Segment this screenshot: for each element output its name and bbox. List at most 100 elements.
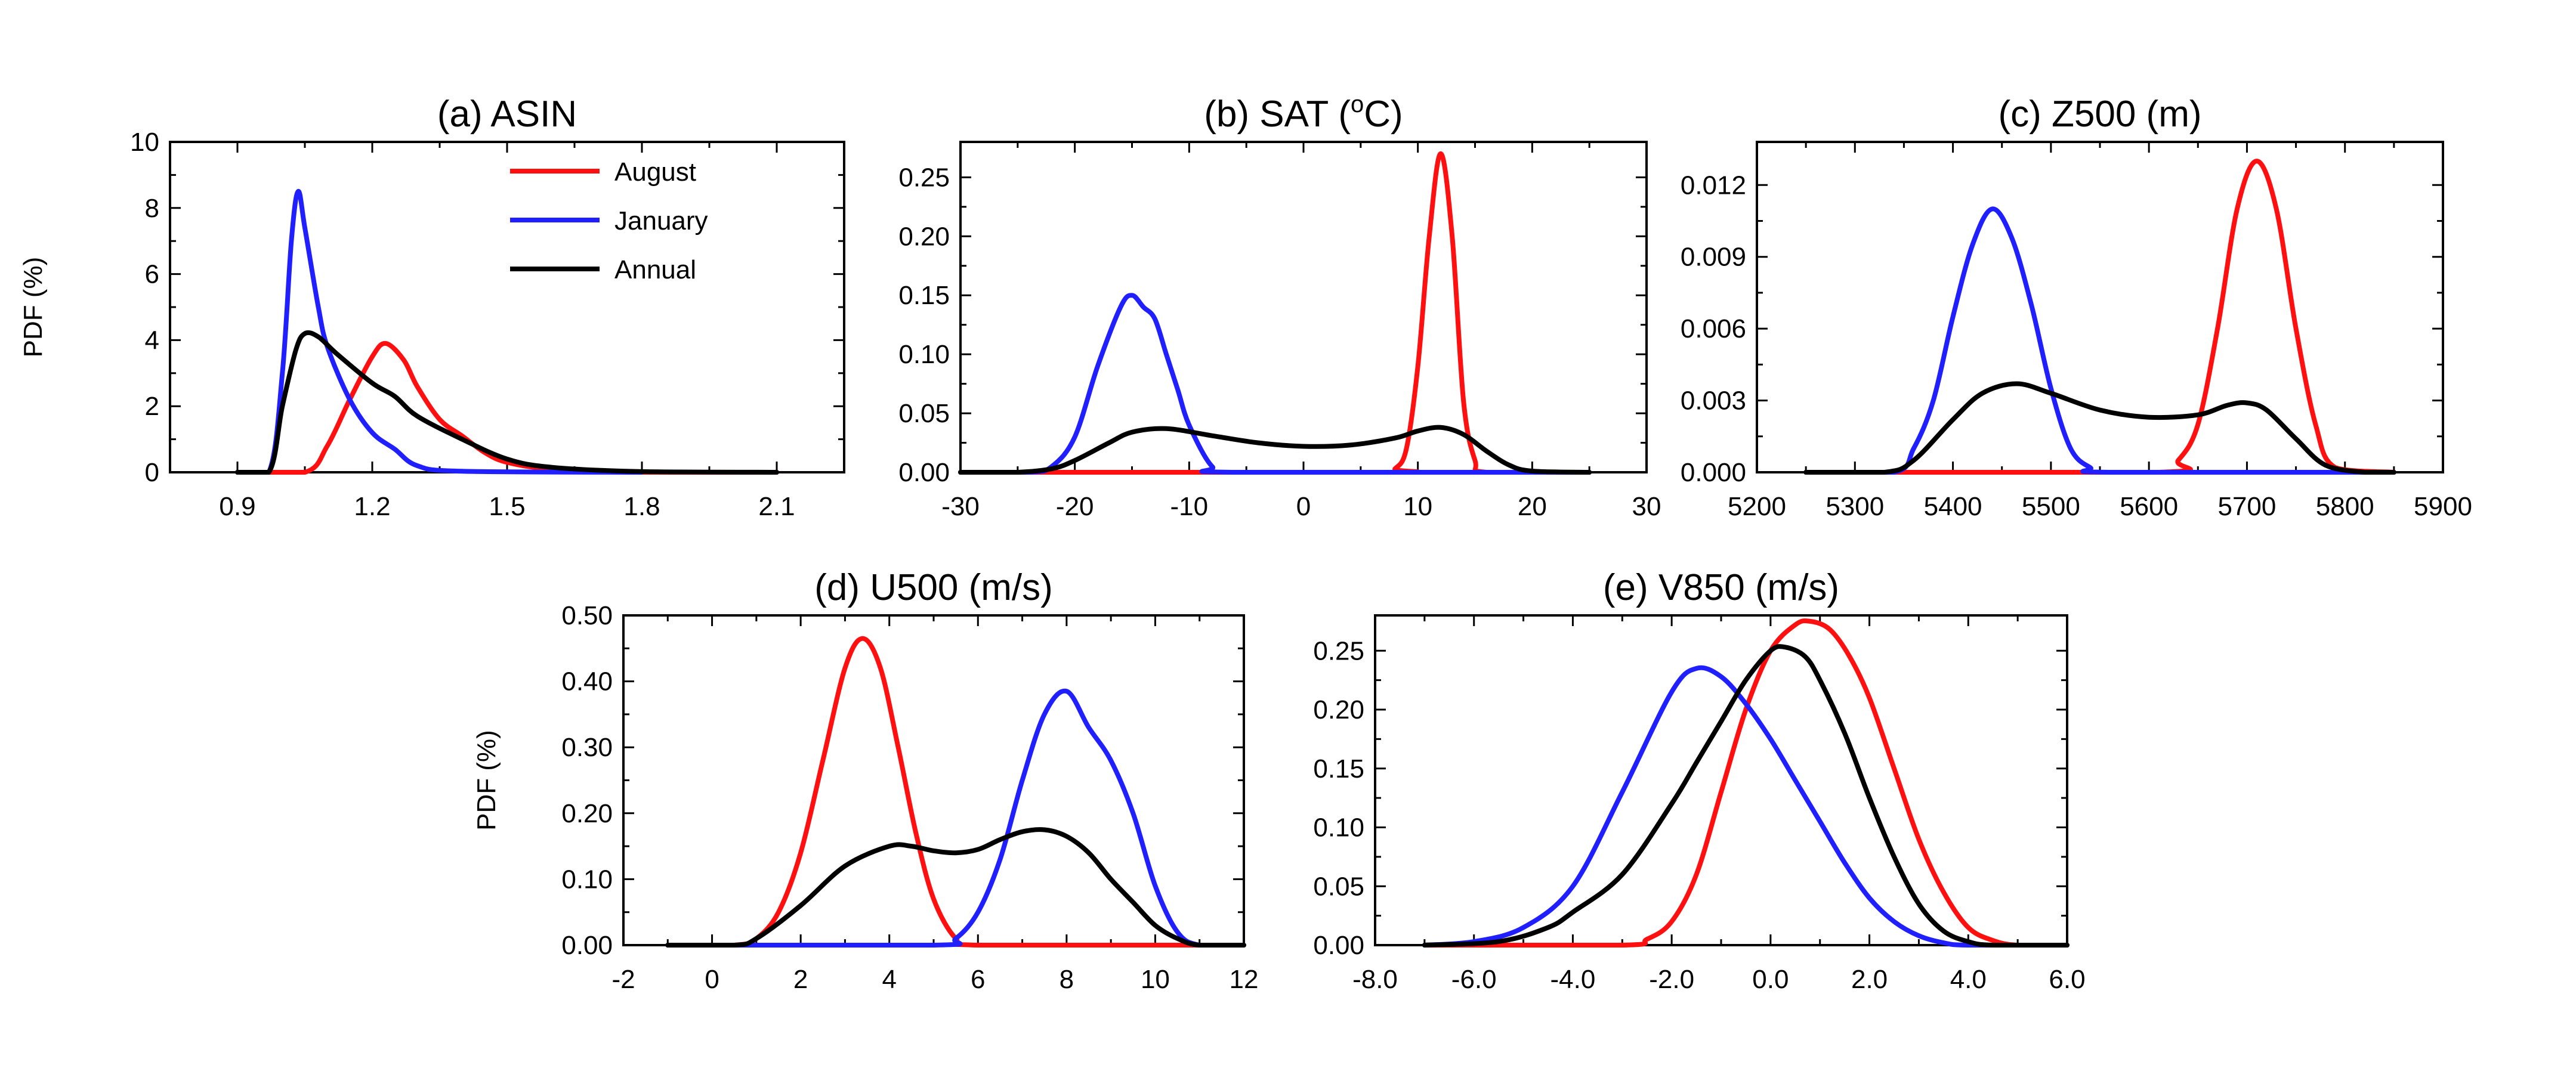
- y-tick-label: 0.00: [561, 931, 613, 960]
- x-tick-label: 12: [1230, 965, 1259, 994]
- plot-frame: [169, 141, 845, 473]
- y-tick-label: 0.00: [898, 458, 950, 487]
- y-axis-label: PDF (%): [472, 730, 501, 831]
- y-tick-label: 8: [145, 194, 159, 223]
- series-line-annual: [958, 425, 1592, 475]
- plot-frame: [959, 141, 1648, 473]
- y-tick-label: 0: [145, 458, 159, 487]
- panel-title: (b) SAT (oC): [1204, 91, 1403, 135]
- x-tick-label: 5400: [1924, 492, 1982, 521]
- x-tick-label: 0.9: [219, 492, 255, 521]
- y-tick-label: 0.012: [1681, 171, 1746, 200]
- x-tick-label: 4: [882, 965, 896, 994]
- panel-title: (e) V850 (m/s): [1603, 567, 1839, 608]
- plot-frame: [1756, 141, 2444, 473]
- y-tick-label: 0.10: [561, 865, 613, 894]
- panel-title: (a) ASIN: [437, 94, 577, 135]
- x-tick-label: -30: [941, 492, 980, 521]
- y-tick-label: 0.000: [1681, 458, 1746, 487]
- x-tick-label: 2: [793, 965, 808, 994]
- x-tick-label: 5800: [2316, 492, 2374, 521]
- y-tick-label: 0.05: [898, 399, 950, 428]
- y-tick-label: 0.20: [561, 799, 613, 828]
- x-tick-label: 2.1: [758, 492, 795, 521]
- series-line-august: [1422, 618, 2070, 948]
- series-line-january: [1803, 206, 2396, 475]
- x-tick-label: -10: [1170, 492, 1209, 521]
- panel-d-u500: -2 0 2 4 6 8 10 12 0.00 0.10 0.20 0.30 0.40 0.50 (d) U…: [472, 567, 1258, 994]
- series-line-annual: [235, 330, 779, 475]
- legend: August January Annual: [510, 157, 708, 284]
- x-tick-label: 6: [971, 965, 985, 994]
- panel-title: (c) Z500 (m): [1999, 94, 2202, 135]
- x-tick-label: 4.0: [1950, 965, 1987, 994]
- plot-frame: [1374, 614, 2068, 946]
- x-tick-label: 8: [1060, 965, 1074, 994]
- legend-label-january: January: [614, 206, 708, 236]
- series-line-august: [235, 340, 779, 475]
- series-line-annual: [1803, 381, 2396, 475]
- legend-label-august: August: [614, 157, 696, 187]
- x-tick-label: 10: [1141, 965, 1170, 994]
- x-tick-label: 5500: [2022, 492, 2080, 521]
- x-tick-label: 2.0: [1851, 965, 1888, 994]
- x-tick-label: 20: [1518, 492, 1547, 521]
- y-tick-label: 10: [130, 128, 159, 157]
- x-tick-label: 10: [1403, 492, 1432, 521]
- series-line-january: [235, 189, 644, 475]
- y-tick-label: 0.009: [1681, 243, 1746, 272]
- x-tick-label: -6.0: [1451, 965, 1497, 994]
- y-tick-label: 0.15: [1313, 754, 1364, 784]
- panel-e-v850: -8.0 -6.0 -4.0 -2.0 0.0 2.0 4.0 6.0 0.00 0.05 0.10…: [1313, 567, 2085, 994]
- y-tick-label: 0.25: [898, 163, 950, 192]
- y-tick-label: 0.10: [1313, 813, 1364, 843]
- x-tick-label: 5900: [2414, 492, 2472, 521]
- y-tick-label: 0.40: [561, 667, 613, 696]
- y-tick-label: 6: [145, 260, 159, 289]
- y-tick-label: 0.10: [898, 340, 950, 369]
- x-tick-label: 30: [1632, 492, 1661, 521]
- y-tick-label: 0.003: [1681, 386, 1746, 416]
- panel-a-asin: 0.9 1.2 1.5 1.8 2.1 0 2 4 6 8 10 (a) ASIN PDF (%): [18, 94, 845, 521]
- x-tick-label: -4.0: [1550, 965, 1596, 994]
- x-tick-label: 6.0: [2049, 965, 2085, 994]
- panel-b-sat: -30 -20 -10 0 10 20 30 0.00 0.05 0.10 0.15 0.20 0.25…: [898, 91, 1661, 521]
- y-tick-label: 4: [145, 326, 159, 355]
- series-line-august: [1803, 159, 2396, 475]
- panel-title: (d) U500 (m/s): [814, 567, 1053, 608]
- series-line-january: [1422, 665, 2070, 948]
- series-line-august: [665, 636, 1202, 948]
- y-tick-label: 0.15: [898, 281, 950, 310]
- x-tick-label: 1.8: [623, 492, 660, 521]
- y-tick-label: 0.25: [1313, 636, 1364, 665]
- legend-label-annual: Annual: [614, 255, 696, 284]
- series-line-january: [958, 293, 1592, 475]
- x-tick-label: 0.0: [1752, 965, 1789, 994]
- x-tick-label: -2.0: [1649, 965, 1694, 994]
- series-line-january: [665, 688, 1246, 948]
- x-tick-label: 1.2: [354, 492, 390, 521]
- y-tick-label: 2: [145, 392, 159, 421]
- y-tick-label: 0.50: [561, 601, 613, 630]
- x-tick-label: 5200: [1728, 492, 1786, 521]
- x-tick-label: 0: [1296, 492, 1311, 521]
- panel-c-z500: 5200 5300 5400 5500 5600 5700 5800 5900 0.000 0.0…: [1681, 94, 2472, 521]
- y-tick-label: 0.00: [1313, 931, 1364, 960]
- x-tick-label: 1.5: [489, 492, 525, 521]
- x-tick-label: 5600: [2120, 492, 2178, 521]
- y-tick-label: 0.20: [898, 222, 950, 251]
- x-tick-label: -2: [611, 965, 635, 994]
- series-line-annual: [1422, 644, 2070, 948]
- y-tick-label: 0.30: [561, 733, 613, 762]
- y-tick-label: 0.05: [1313, 872, 1364, 901]
- y-tick-label: 0.20: [1313, 695, 1364, 725]
- series-line-august: [958, 151, 1592, 475]
- x-tick-label: 0: [705, 965, 719, 994]
- x-tick-label: 5700: [2217, 492, 2276, 521]
- y-axis-label: PDF (%): [18, 257, 48, 358]
- y-tick-label: 0.006: [1681, 314, 1746, 343]
- x-tick-label: -8.0: [1352, 965, 1398, 994]
- x-tick-label: -20: [1056, 492, 1094, 521]
- x-tick-label: 5300: [1826, 492, 1884, 521]
